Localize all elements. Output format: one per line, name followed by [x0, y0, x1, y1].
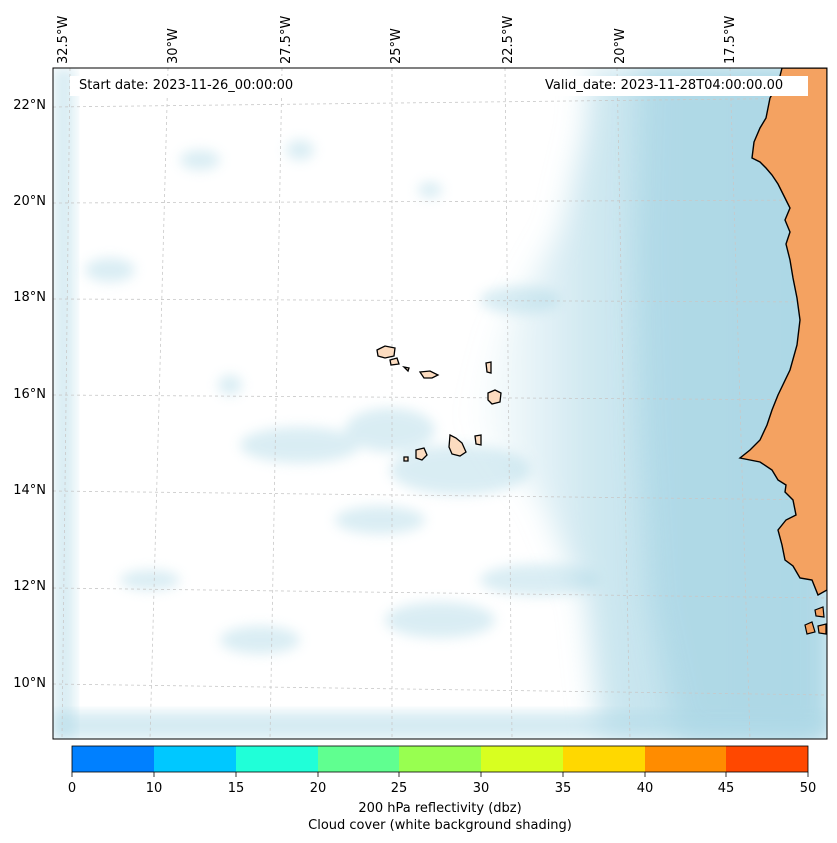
valid-date-label: Valid_date: 2023-11-28T04:00:00.00 [545, 78, 784, 93]
cape-verde-islands [376, 345, 502, 462]
colorbar-tick-label: 20 [309, 781, 327, 796]
colorbar-segment [236, 746, 318, 772]
colorbar-tick-label: 10 [145, 781, 163, 796]
sao-vicente-island [389, 357, 400, 366]
santiago-island [448, 433, 467, 457]
colorbar-sublabel: Cloud cover (white background shading) [308, 818, 572, 833]
valid-date-box [537, 76, 808, 96]
colorbar-segment [72, 746, 154, 772]
colorbar-segment [645, 746, 726, 772]
lat-label: 16°N [13, 387, 46, 402]
start-date-label: Start date: 2023-11-26_00:00:00 [79, 78, 294, 93]
lat-label: 18°N [13, 290, 46, 305]
santa-luzia-island [402, 365, 410, 373]
colorbar-tick-label: 30 [472, 781, 490, 796]
cloud-cover [53, 68, 827, 739]
colorbar-tick-label: 0 [67, 781, 77, 796]
boa-vista-island [487, 389, 502, 405]
start-date-box [70, 76, 316, 96]
bissagos-islands [804, 606, 827, 635]
colorbar-segment [154, 746, 236, 772]
santo-antao-island [376, 345, 396, 359]
lat-label: 10°N [13, 676, 46, 691]
lat-label: 14°N [13, 483, 46, 498]
colorbar-segment [399, 746, 481, 772]
mainland-africa [738, 68, 827, 596]
colorbar-segment [318, 746, 399, 772]
colorbar-tick-label: 15 [227, 781, 245, 796]
map-frame [52, 67, 828, 740]
sal-island [485, 361, 492, 374]
colorbar-tick-label: 40 [636, 781, 654, 796]
colorbar-tick-label: 50 [799, 781, 817, 796]
gridlines [53, 68, 827, 739]
colorbar-label: 200 hPa reflectivity (dbz) [358, 801, 522, 816]
colorbar-tick-label: 25 [390, 781, 408, 796]
lat-label: 22°N [13, 98, 46, 113]
colorbar-segment [563, 746, 645, 772]
colorbar-segment [481, 746, 563, 772]
fogo-island [415, 447, 428, 461]
colorbar-tick-label: 45 [717, 781, 735, 796]
sao-nicolau-island [418, 370, 440, 379]
brava-island [403, 456, 409, 462]
colorbar [71, 745, 809, 777]
maio-island [474, 434, 482, 446]
lat-label: 20°N [13, 194, 46, 209]
colorbar-tick-label: 35 [554, 781, 572, 796]
colorbar-segment [726, 746, 808, 772]
lat-label: 12°N [13, 579, 46, 594]
